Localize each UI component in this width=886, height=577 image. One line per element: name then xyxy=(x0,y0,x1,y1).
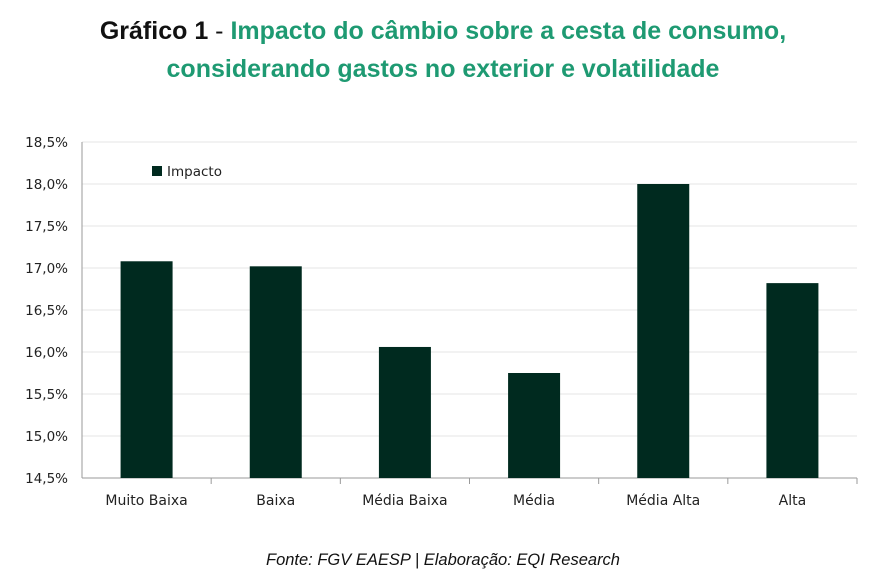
legend-swatch xyxy=(152,166,162,176)
x-tick-label: Média Alta xyxy=(626,493,700,509)
y-tick-label: 17,5% xyxy=(25,219,68,235)
bar xyxy=(120,261,173,478)
bar xyxy=(508,373,561,478)
chart-title: Gráfico 1 - Impacto do câmbio sobre a ce… xyxy=(0,12,886,88)
bar xyxy=(378,346,431,478)
legend-label: Impacto xyxy=(167,164,222,180)
bar-chart: 14,5% 15,0% 15,5% 16,0% 16,5% 17,0% 17,5% 18,0%… xyxy=(25,135,858,509)
y-tick-label: 14,5% xyxy=(25,471,68,487)
x-tick-label: Muito Baixa xyxy=(105,493,187,509)
source-note: Fonte: FGV EAESP | Elaboração: EQI Resea… xyxy=(265,551,620,569)
bar xyxy=(249,266,302,478)
bar xyxy=(637,184,690,478)
title-separator: - xyxy=(215,17,224,45)
x-tick-label: Média xyxy=(513,493,555,509)
y-tick-label: 17,0% xyxy=(25,261,68,277)
y-tick-label: 18,0% xyxy=(25,177,68,193)
y-tick-label: 15,5% xyxy=(25,387,68,403)
title-line-1: Impacto do câmbio sobre a cesta de consu… xyxy=(230,17,787,45)
y-tick-label: 16,5% xyxy=(25,303,68,319)
x-tick-label: Média Baixa xyxy=(362,493,447,509)
x-tick-label: Alta xyxy=(779,493,807,509)
title-line-2: considerando gastos no exterior e volati… xyxy=(166,55,720,83)
x-tick-label: Baixa xyxy=(256,493,295,509)
y-tick-label: 18,5% xyxy=(25,135,68,151)
y-tick-label: 15,0% xyxy=(25,429,68,445)
bar xyxy=(766,283,819,478)
y-tick-label: 16,0% xyxy=(25,345,68,361)
title-prefix: Gráfico 1 xyxy=(99,17,209,45)
